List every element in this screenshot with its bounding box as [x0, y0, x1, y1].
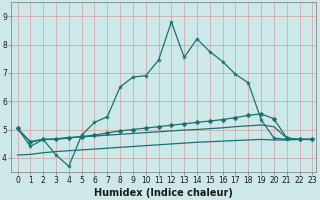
- X-axis label: Humidex (Indice chaleur): Humidex (Indice chaleur): [94, 188, 233, 198]
